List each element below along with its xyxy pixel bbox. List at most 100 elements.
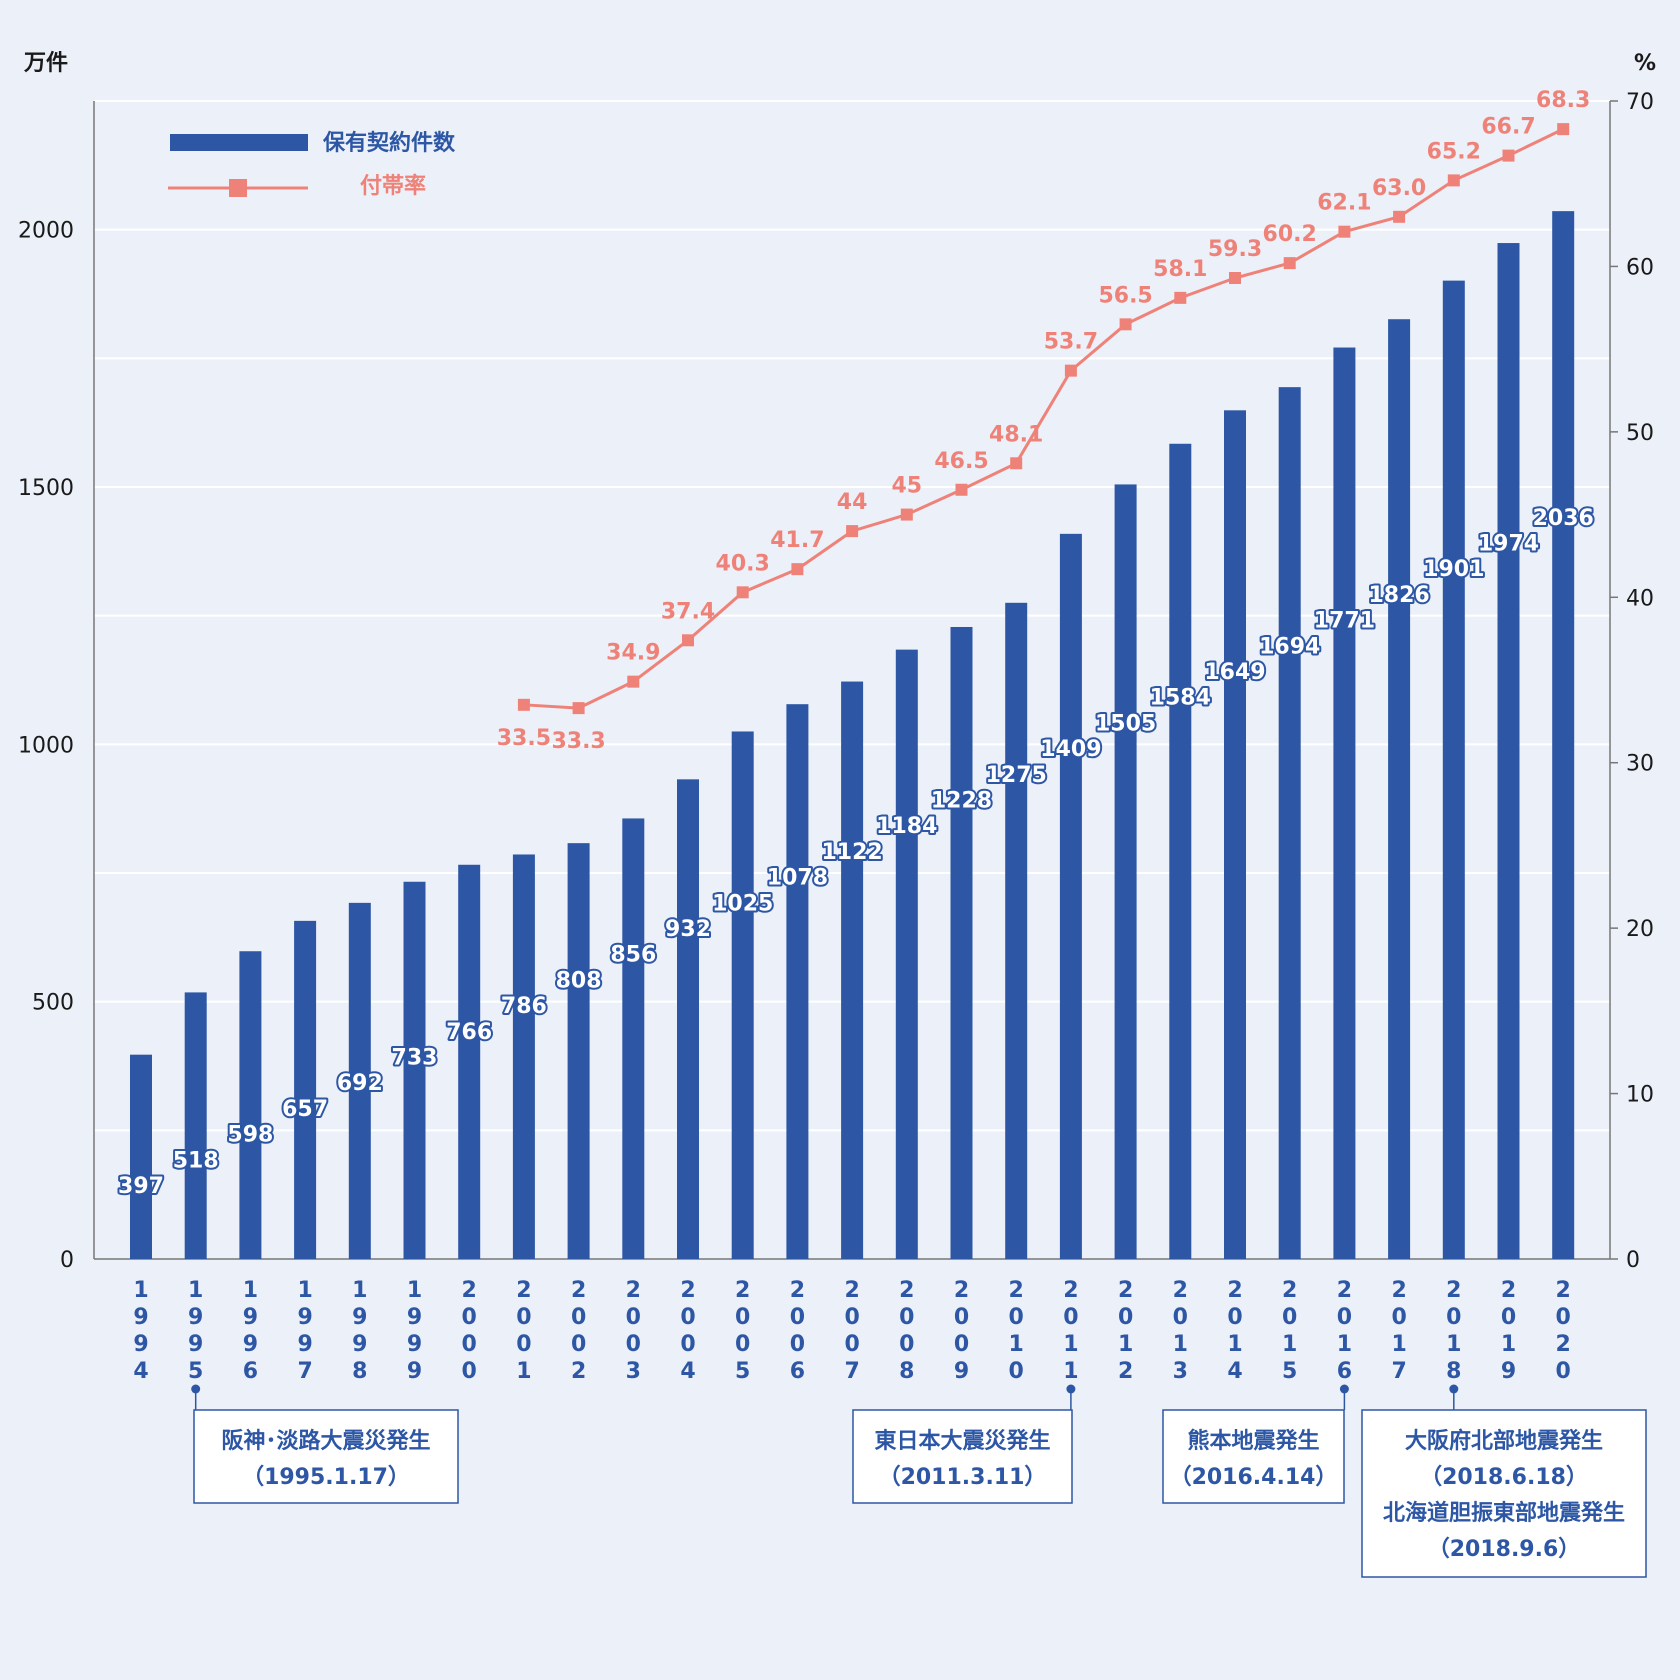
rate-point — [1447, 174, 1460, 187]
annotation-text: 東日本大震災発生 — [874, 1429, 1050, 1454]
rate-point — [900, 508, 913, 521]
annotation-text: 熊本地震発生 — [1187, 1428, 1319, 1454]
rate-point — [682, 634, 694, 647]
rate-value-label: 41.7 — [770, 528, 824, 553]
bar-value-label: 1025 — [712, 891, 773, 916]
rate-value-label: 66.7 — [1481, 115, 1535, 140]
y-axis-left-tick-label: 2000 — [18, 219, 74, 244]
bar — [1005, 602, 1028, 1259]
annotation-text: （1995.1.17） — [242, 1465, 410, 1490]
y-axis-right-tick-label: 0 — [1626, 1248, 1640, 1273]
bar-value-label: 1901 — [1423, 557, 1484, 582]
rate-line — [517, 123, 1570, 715]
bar-value-label: 808 — [556, 968, 602, 993]
bar-value-label: 786 — [501, 994, 547, 1019]
rate-value-label: 58.1 — [1153, 257, 1207, 282]
bar — [1442, 280, 1465, 1259]
annotation-text: （2018.6.18） — [1420, 1465, 1588, 1490]
bar-value-label: 1228 — [931, 789, 992, 814]
rate-value-label: 37.4 — [661, 599, 715, 624]
annotation-text: 阪神･淡路大震災発生 — [221, 1428, 430, 1454]
y-axis-right-tick-label: 50 — [1626, 421, 1654, 446]
bar — [1497, 243, 1520, 1260]
bar-labels: 397 518 598 657 692 733 766 786 808 856 9321025107… — [116, 504, 1596, 1201]
rate-value-label: 45 — [891, 474, 922, 499]
rate-value-label: 34.9 — [606, 641, 660, 666]
y-axis-right-tick-label: 10 — [1626, 1083, 1654, 1108]
rate-value-label: 60.2 — [1263, 222, 1317, 247]
rate-point — [1557, 123, 1570, 136]
annotation-box — [1162, 1409, 1345, 1504]
y-axis-right-tick-label: 60 — [1626, 255, 1654, 280]
x-axis-ticks: 1 9 9 4 1 9 9 5 1 9 9 6 1 9 9 7 1 9 9 8 1 9 9 9 2 0 0 0 2 0 0 1 2 0 0 2 2 0 0 3… — [133, 1278, 1571, 1384]
bar — [348, 902, 371, 1259]
bar-value-label: 856 — [610, 943, 656, 968]
legend: 保有契約件数 付帯率 — [168, 130, 456, 199]
y-axis-left-label: 万件 — [23, 51, 68, 76]
bar-value-label: 2036 — [1533, 506, 1594, 531]
bar — [1333, 347, 1356, 1259]
y-axis-left-ticks: 0 500 1000 1500 2000 — [18, 219, 74, 1273]
rate-point — [791, 563, 804, 576]
bar — [1169, 443, 1192, 1259]
rate-value-label: 40.3 — [716, 551, 770, 576]
y-axis-left-tick-label: 0 — [60, 1248, 74, 1273]
bar-value-label: 733 — [392, 1046, 438, 1071]
annotation-text: （2011.3.11） — [879, 1465, 1047, 1490]
bar-value-label: 1505 — [1095, 711, 1156, 736]
rate-series-line — [523, 127, 1564, 710]
bar-value-label: 1771 — [1314, 609, 1375, 634]
y-axis-left-tick-label: 1500 — [18, 476, 74, 501]
rate-value-label: 59.3 — [1208, 237, 1262, 262]
rate-point — [846, 525, 859, 538]
rate-value-label: 33.5 — [497, 726, 551, 751]
rate-point — [1010, 457, 1023, 470]
rate-point — [736, 586, 749, 599]
annotation-text: （2018.9.6） — [1428, 1537, 1581, 1562]
bar-value-label: 397 — [118, 1174, 164, 1199]
bar — [294, 920, 317, 1259]
y-axis-right-tick-label: 70 — [1626, 90, 1654, 115]
rate-value-label: 68.3 — [1536, 88, 1590, 113]
rate-point — [1393, 210, 1406, 223]
bar — [130, 1054, 152, 1259]
rate-value-label: 44 — [837, 490, 868, 515]
rate-point — [955, 483, 968, 496]
bar-value-label: 932 — [665, 917, 711, 942]
legend-bar-label: 保有契約件数 — [322, 130, 456, 156]
annotation-box — [193, 1409, 459, 1504]
bar-value-label: 1122 — [821, 840, 882, 865]
bar-value-label: 1974 — [1478, 532, 1539, 557]
bar — [184, 992, 207, 1259]
bar-value-label: 1584 — [1150, 686, 1211, 711]
bar — [403, 881, 426, 1259]
bar — [1278, 387, 1301, 1259]
rate-value-label: 53.7 — [1044, 330, 1098, 355]
bar-value-label: 1275 — [986, 763, 1047, 788]
annotation-text: 北海道胆振東部地震発生 — [1383, 1500, 1625, 1526]
y-axis-left-tick-label: 1000 — [18, 733, 74, 758]
bar — [677, 779, 699, 1259]
rate-value-label: 48.1 — [989, 422, 1043, 447]
rate-point — [1119, 318, 1132, 331]
